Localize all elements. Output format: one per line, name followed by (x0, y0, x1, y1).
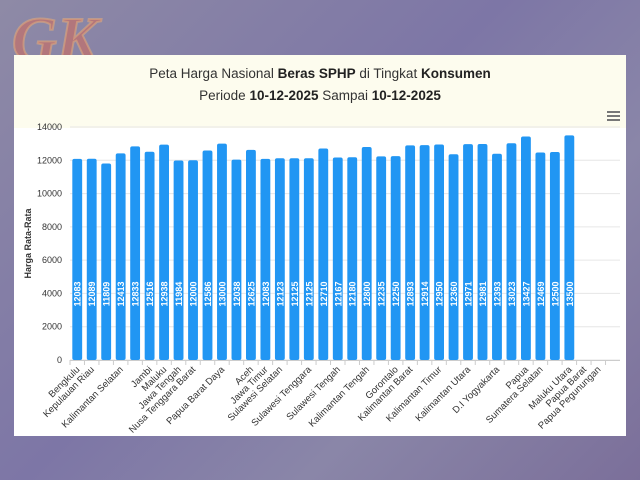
data-label: 12914 (420, 281, 430, 306)
bar (72, 158, 83, 360)
bar (549, 151, 560, 360)
bar (86, 158, 97, 360)
bar (492, 153, 502, 360)
data-label: 11984 (174, 282, 184, 307)
bar-chart: 0 2000 4000 6000 8000 10000 12000 14000 Harga Ra… (23, 122, 620, 435)
bar (303, 158, 314, 360)
y-tick-label: 4000 (42, 288, 62, 298)
bar (564, 135, 575, 360)
data-label: 12360 (449, 281, 459, 306)
bar (318, 148, 329, 360)
y-tick-label: 6000 (42, 255, 62, 265)
y-tick-label: 14000 (37, 122, 62, 132)
data-label: 13500 (565, 281, 575, 306)
bar (434, 144, 444, 360)
bar (159, 144, 169, 360)
y-axis-label: Harga Rata-Rata (23, 207, 33, 278)
bar (144, 151, 155, 360)
data-label: 12516 (145, 281, 155, 306)
data-label: 12981 (478, 281, 488, 306)
data-label: 13427 (521, 281, 531, 306)
data-label: 12038 (232, 281, 242, 306)
bar (130, 146, 141, 360)
hamburger-menu-icon[interactable] (607, 109, 620, 123)
data-label: 12710 (319, 281, 329, 306)
bar (101, 163, 112, 360)
bar (260, 158, 271, 360)
bar (419, 145, 430, 360)
data-label: 11809 (102, 282, 112, 307)
bar (188, 160, 198, 360)
data-label: 12950 (435, 281, 445, 306)
bar (361, 146, 372, 360)
data-label: 12250 (391, 281, 401, 306)
bar (521, 136, 531, 360)
data-label: 12083 (261, 281, 271, 306)
data-label: 12393 (492, 281, 502, 306)
data-label: 12625 (246, 281, 256, 306)
bar (173, 160, 184, 360)
bar (217, 143, 227, 360)
data-label: 12167 (333, 281, 343, 306)
y-tick-label: 0 (57, 355, 62, 365)
data-label: 12125 (304, 281, 314, 306)
data-label: 12123 (275, 281, 285, 306)
bar (463, 144, 473, 360)
bar (390, 156, 401, 360)
data-label: 13000 (217, 281, 227, 306)
data-label: 12235 (377, 281, 387, 306)
y-tick-label: 8000 (42, 222, 62, 232)
data-label: 12000 (189, 281, 199, 306)
chart-header: Peta Harga Nasional Beras SPHP di Tingka… (14, 55, 626, 128)
chart-title: Peta Harga Nasional Beras SPHP di Tingka… (149, 66, 491, 81)
y-tick-label: 12000 (37, 155, 62, 165)
chart-card: Peta Harga Nasional Beras SPHP di Tingka… (14, 55, 626, 436)
data-label: 12083 (73, 281, 83, 306)
data-label: 12586 (203, 281, 213, 306)
data-label: 12413 (116, 281, 126, 306)
chart-subtitle: Periode 10-12-2025 Sampai 10-12-2025 (199, 88, 441, 103)
y-tick-label: 2000 (42, 322, 62, 332)
data-label: 12500 (550, 281, 560, 306)
bar (477, 143, 488, 360)
bar (115, 153, 126, 360)
bar (246, 149, 256, 360)
data-label: 12125 (290, 281, 300, 306)
bar (376, 156, 387, 360)
y-tick-label: 10000 (37, 189, 62, 199)
bar (448, 154, 459, 360)
bar (332, 157, 343, 360)
data-label: 12469 (536, 281, 546, 306)
bar (274, 158, 285, 360)
bar (535, 152, 546, 360)
data-label: 12180 (348, 281, 358, 306)
bar (506, 143, 517, 360)
data-label: 12971 (464, 281, 474, 306)
bar (405, 145, 416, 360)
data-label: 12833 (131, 281, 141, 306)
data-label: 12893 (406, 281, 416, 306)
bar (347, 157, 358, 360)
bar (231, 159, 242, 360)
data-label: 13023 (507, 281, 517, 306)
data-label: 12938 (160, 281, 170, 306)
bar (289, 158, 300, 360)
data-label: 12800 (362, 281, 372, 306)
data-label: 12089 (87, 281, 97, 306)
bar (202, 150, 213, 360)
